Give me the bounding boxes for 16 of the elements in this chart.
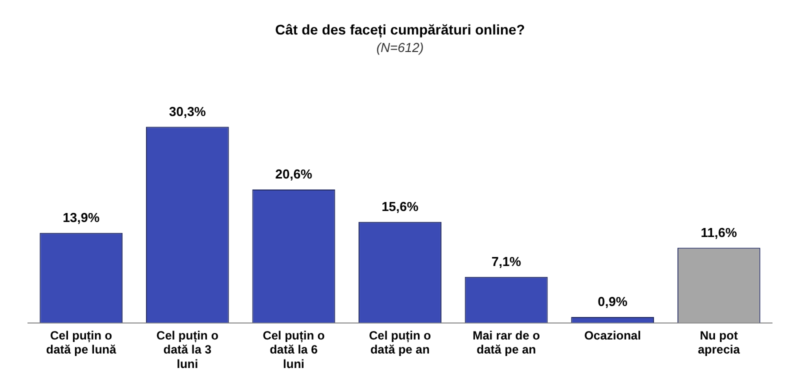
data-label: 7,1% bbox=[491, 254, 522, 269]
data-label: 20,6% bbox=[275, 166, 313, 182]
x-tick-label: Cel puțin o dată la 6 luni bbox=[262, 328, 325, 372]
x-tick-label: Cel puțin o dată pe lună bbox=[46, 328, 116, 357]
data-label: 15,6% bbox=[382, 198, 419, 214]
chart-title: Cât de des faceți cumpărături online? bbox=[275, 21, 525, 38]
chart-subtitle: (N=612) bbox=[376, 40, 424, 56]
x-tick-label: Mai rar de o dată pe an bbox=[472, 328, 540, 357]
data-label: 30,3% bbox=[168, 104, 206, 119]
data-label: 11,6% bbox=[700, 224, 738, 240]
x-tick-label: Cel puțin o dată la 3 luni bbox=[156, 328, 218, 372]
x-tick-label: Ocazional bbox=[584, 328, 641, 342]
data-label: 0,9% bbox=[598, 294, 628, 310]
x-tick-label: Cel puțin o dată pe an bbox=[369, 328, 431, 357]
data-label: 13,9% bbox=[62, 210, 100, 225]
x-tick-label: Nu pot aprecia bbox=[698, 328, 740, 357]
